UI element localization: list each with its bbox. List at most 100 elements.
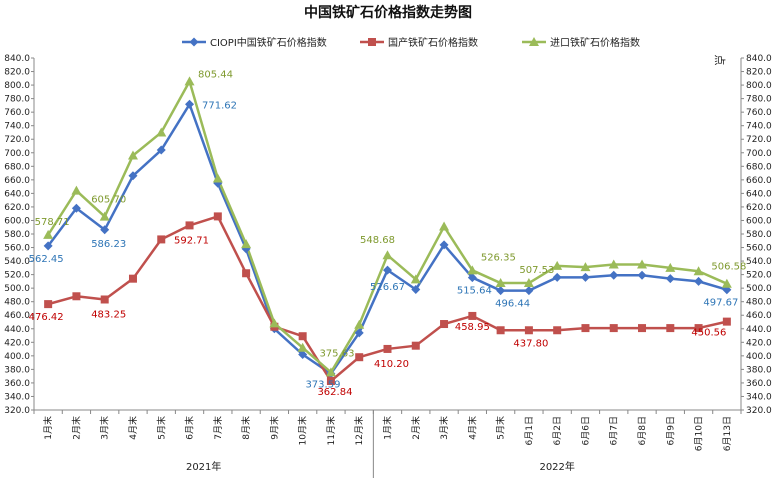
y-tick-label-right: 680.0 — [746, 162, 772, 172]
x-tick-label: 6月8日 — [637, 416, 648, 445]
legend-marker — [529, 37, 539, 46]
data-label: 526.35 — [481, 252, 516, 263]
data-point — [580, 262, 591, 272]
data-point — [269, 318, 280, 328]
data-label: 483.25 — [91, 309, 126, 320]
y-tick-label-right: 660.0 — [746, 176, 772, 186]
data-point — [44, 300, 53, 309]
data-point — [127, 150, 138, 160]
y-tick-label-left: 760.0 — [4, 108, 30, 118]
y-tick-label-right: 420.0 — [746, 338, 772, 348]
legend-marker — [189, 37, 199, 47]
data-label: 506.58 — [711, 262, 746, 273]
y-tick-label-left: 620.0 — [4, 203, 30, 213]
data-label: 450.56 — [691, 328, 726, 339]
data-point — [156, 145, 166, 155]
y-tick-label-right: 840.0 — [746, 54, 772, 64]
data-label: 507.53 — [519, 265, 554, 276]
data-label: 562.45 — [29, 254, 64, 265]
year-label: 2021年 — [186, 460, 221, 473]
x-tick-label: 6月6日 — [580, 416, 591, 445]
y-tick-label-right: 320.0 — [746, 406, 772, 416]
data-point — [609, 324, 618, 333]
y-tick-label-right: 520.0 — [746, 271, 772, 281]
data-point — [213, 212, 222, 221]
y-tick-label-left: 520.0 — [4, 271, 30, 281]
y-tick-label-right: 560.0 — [746, 244, 772, 254]
data-label: 496.44 — [495, 299, 530, 310]
data-point — [665, 262, 676, 272]
x-tick-label: 5月末 — [495, 416, 507, 440]
y-tick-label-right: 380.0 — [746, 365, 772, 375]
data-point — [553, 326, 562, 335]
data-point — [128, 274, 137, 283]
data-point — [608, 259, 619, 269]
data-point — [43, 241, 53, 251]
x-tick-label: 3月末 — [99, 416, 111, 440]
series-markers — [43, 76, 732, 386]
data-point — [383, 344, 392, 353]
data-point — [297, 342, 308, 352]
x-tick-label: 1月末 — [382, 416, 394, 440]
y-tick-label-left: 660.0 — [4, 176, 30, 186]
y-tick-label-left: 800.0 — [4, 81, 30, 91]
x-tick-label: 6月7日 — [609, 416, 620, 445]
y-tick-label-right: 600.0 — [746, 216, 772, 226]
y-tick-label-left: 320.0 — [4, 406, 30, 416]
y-tick-label-left: 420.0 — [4, 338, 30, 348]
data-point — [128, 171, 138, 181]
data-point — [638, 324, 647, 333]
data-label: 476.42 — [29, 312, 64, 323]
y-tick-label-right: 740.0 — [746, 122, 772, 132]
data-point — [552, 260, 563, 270]
x-tick-label: 10月末 — [297, 416, 309, 445]
data-point — [524, 286, 534, 296]
y-tick-label-left: 340.0 — [4, 392, 30, 402]
year-label: 2022年 — [539, 460, 574, 473]
y-tick-label-left: 460.0 — [4, 311, 30, 321]
legend-label: 进口铁矿石价格指数 — [550, 36, 640, 49]
data-point — [496, 326, 505, 335]
data-point — [411, 285, 421, 295]
data-point — [694, 276, 704, 286]
data-point — [523, 278, 534, 288]
series-lines — [47, 80, 728, 383]
data-point — [581, 324, 590, 333]
data-point — [637, 270, 647, 280]
x-tick-label: 6月末 — [184, 416, 196, 440]
y-tick-label-right: 340.0 — [746, 392, 772, 402]
y-tick-label-left: 580.0 — [4, 230, 30, 240]
data-point — [694, 324, 703, 333]
y-tick-label-right: 700.0 — [746, 149, 772, 159]
x-tick-label: 8月末 — [240, 416, 252, 440]
data-point — [99, 211, 110, 221]
y-tick-label-left: 840.0 — [4, 54, 30, 64]
y-tick-label-left: 700.0 — [4, 149, 30, 159]
y-tick-label-left: 600.0 — [4, 216, 30, 226]
data-label: 526.67 — [370, 282, 405, 293]
data-point — [666, 324, 675, 333]
y-tick-label-right: 540.0 — [746, 257, 772, 267]
data-point — [665, 274, 675, 284]
data-point — [72, 292, 81, 301]
x-tick-label: 5月末 — [155, 416, 167, 440]
y-tick-label-right: 760.0 — [746, 108, 772, 118]
legend: CIOPI中国铁矿石价格指数 国产铁矿石价格指数 进口铁矿石价格指数 — [182, 36, 640, 49]
data-point — [184, 76, 195, 86]
y-tick-label-right: 500.0 — [746, 284, 772, 294]
x-tick-label: 2月末 — [70, 416, 82, 440]
y-tick-label-right: 440.0 — [746, 325, 772, 335]
data-point — [298, 349, 308, 359]
y-tick-label-right: 640.0 — [746, 189, 772, 199]
y-tick-label-left: 720.0 — [4, 135, 30, 145]
data-point — [355, 353, 364, 362]
y-tick-label-right: 480.0 — [746, 298, 772, 308]
y-tick-label-right: 800.0 — [746, 81, 772, 91]
y-tick-label-left: 560.0 — [4, 244, 30, 254]
y-tick-label-left: 400.0 — [4, 352, 30, 362]
y-tick-label-left: 380.0 — [4, 365, 30, 375]
data-point — [467, 265, 478, 275]
data-point — [722, 317, 731, 326]
data-point — [100, 225, 110, 235]
